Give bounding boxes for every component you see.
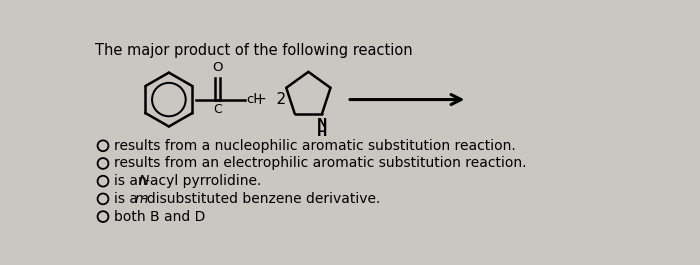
Text: m: m [135,192,148,206]
Text: both B and D: both B and D [114,210,205,224]
Text: +  2: + 2 [254,92,286,107]
Text: N: N [139,174,149,188]
Text: -disubstituted benzene derivative.: -disubstituted benzene derivative. [141,192,380,206]
Text: is a: is a [114,192,142,206]
Text: H: H [317,126,327,139]
Text: N: N [317,117,327,130]
Text: C: C [214,103,222,116]
Text: is an: is an [114,174,151,188]
Text: cl: cl [246,93,258,106]
Text: -acyl pyrrolidine.: -acyl pyrrolidine. [145,174,261,188]
Text: O: O [213,61,223,74]
Text: results from a nucleophilic aromatic substitution reaction.: results from a nucleophilic aromatic sub… [114,139,516,153]
Text: The major product of the following reaction: The major product of the following react… [95,43,413,58]
Text: results from an electrophilic aromatic substitution reaction.: results from an electrophilic aromatic s… [114,156,526,170]
